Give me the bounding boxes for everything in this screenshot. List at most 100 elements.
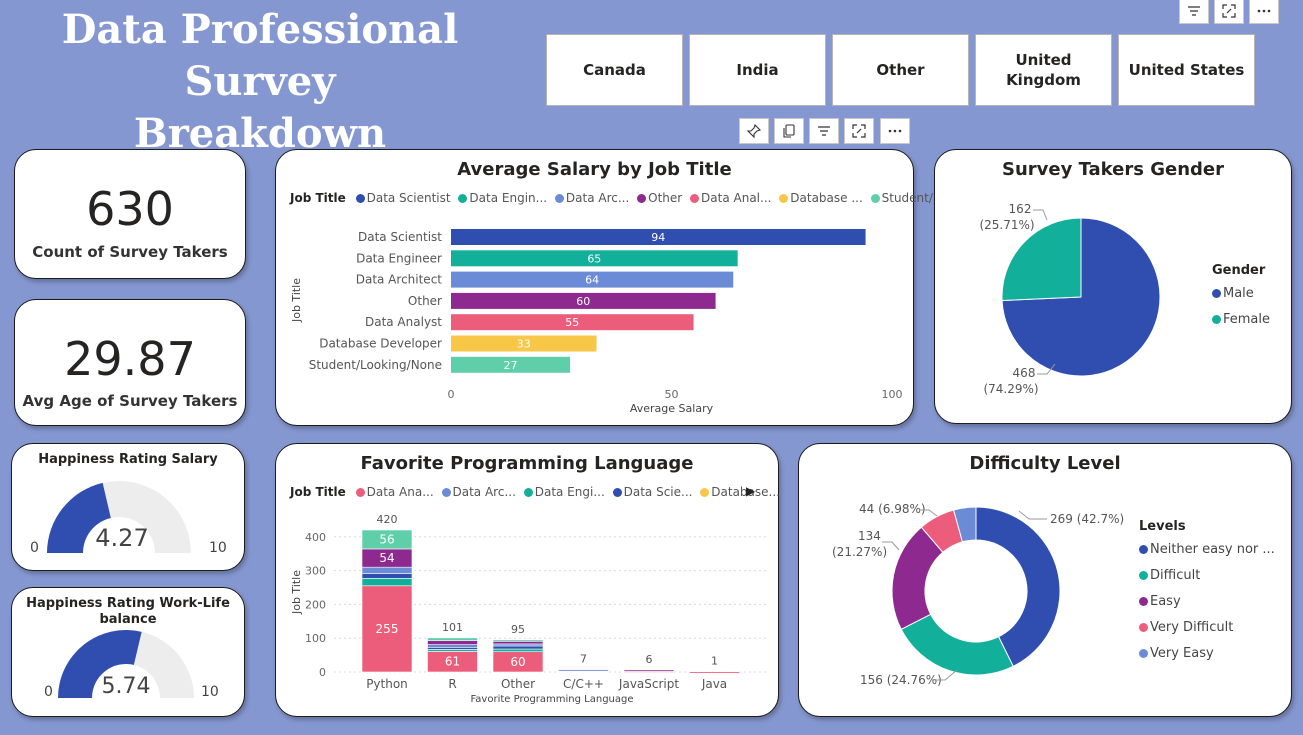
salary-x-tick: 100 — [882, 388, 903, 401]
language-total-label: 6 — [646, 653, 653, 666]
filter-icon[interactable] — [1179, 0, 1209, 24]
language-total-label: 1 — [711, 655, 718, 668]
difficulty-leader — [1018, 510, 1047, 520]
legend-item[interactable]: Data Scie... — [612, 485, 692, 499]
salary-x-axis-label: Average Salary — [630, 402, 714, 415]
language-category-label: JavaScript — [618, 677, 679, 691]
visual-filter-icon[interactable] — [809, 118, 839, 144]
difficulty-chart-card[interactable]: Difficulty Level 269 (42.7%) 156 (24.76%)… — [798, 443, 1292, 717]
language-bar-segment — [427, 647, 478, 650]
difficulty-label-neither: 269 (42.7%) — [1050, 512, 1124, 526]
language-bar-segment — [427, 644, 478, 648]
slicer-country-united-states[interactable]: United States — [1118, 34, 1255, 106]
salary-x-tick: 0 — [448, 388, 455, 401]
kpi-card-age[interactable]: 29.87 Avg Age of Survey Takers — [14, 299, 246, 426]
legend-item-very-easy[interactable]: Very Easy — [1139, 646, 1275, 672]
legend-next-icon[interactable]: ▶ — [746, 484, 756, 498]
salary-x-tick: 50 — [665, 388, 679, 401]
difficulty-label-easy-count: 134 — [858, 529, 881, 543]
gauge-salary-min: 0 — [30, 540, 39, 556]
language-bar-segment — [361, 585, 413, 673]
legend-item-difficult[interactable]: Difficult — [1139, 568, 1275, 594]
salary-category-label: Data Scientist — [358, 230, 442, 244]
difficulty-label-very-difficult: 44 (6.98%) — [859, 502, 926, 516]
gender-female-count: 162 — [1009, 202, 1032, 216]
gender-legend-title: Gender — [1212, 263, 1266, 278]
gauge-worklife-value: 5.74 — [101, 674, 151, 699]
visual-more-options-icon[interactable] — [880, 118, 910, 144]
difficulty-leader — [919, 509, 938, 517]
legend-item-neither[interactable]: Neither easy nor ... — [1139, 542, 1275, 568]
gauge-salary-svg — [47, 481, 191, 553]
salary-category-label: Data Architect — [356, 273, 443, 287]
language-bar-segment — [361, 578, 413, 587]
language-bar-segment — [361, 529, 413, 550]
language-segment-label: 54 — [379, 551, 394, 565]
slicer-country-other[interactable]: Other — [832, 34, 969, 106]
language-y-tick: 300 — [305, 565, 326, 578]
legend-item[interactable]: Database ... — [779, 191, 863, 205]
more-options-icon[interactable] — [1249, 0, 1279, 24]
salary-bar — [451, 314, 694, 331]
legend-item[interactable]: Other — [637, 191, 682, 205]
salary-bar-label: 64 — [585, 274, 599, 287]
gender-male-pct: (74.29%) — [983, 382, 1038, 396]
gauge-salary-title: Happiness Rating Salary — [38, 452, 218, 467]
language-bar-segment — [427, 649, 478, 652]
language-y-tick: 200 — [305, 598, 326, 611]
language-total-label: 95 — [511, 623, 525, 636]
legend-item[interactable]: Data Anal... — [690, 191, 771, 205]
focus-mode-icon[interactable] — [1214, 0, 1244, 24]
legend-item[interactable]: Data Arc... — [554, 191, 629, 205]
slicer-country-united-kingdom[interactable]: United Kingdom — [975, 34, 1112, 106]
salary-category-label: Data Analyst — [365, 315, 442, 329]
legend-item[interactable]: Data Ana... — [355, 485, 434, 499]
salary-bar-label: 33 — [517, 338, 531, 351]
kpi-card-count[interactable]: 630 Count of Survey Takers — [14, 149, 246, 279]
legend-item-very-difficult[interactable]: Very Difficult — [1139, 620, 1275, 646]
gauge-card-salary[interactable]: Happiness Rating Salary 4.27 0 10 — [11, 443, 245, 571]
language-bar-segment — [623, 669, 675, 672]
legend-item[interactable]: Database... — [700, 485, 780, 499]
language-bar-segment — [361, 566, 413, 574]
language-legend-title: Job Title — [290, 485, 346, 499]
salary-chart-card[interactable]: Average Salary by Job Title Job Title Da… — [275, 149, 944, 426]
legend-item[interactable]: Data Engi... — [523, 485, 605, 499]
language-segment-label: 56 — [379, 532, 394, 546]
slicer-country-canada[interactable]: Canada — [546, 34, 683, 106]
legend-item-female[interactable]: Female — [1212, 312, 1270, 338]
salary-bar-label: 27 — [504, 359, 518, 372]
language-x-axis-label: Favorite Programming Language — [470, 694, 633, 705]
salary-bar — [451, 250, 738, 267]
language-bar-segment — [492, 643, 544, 647]
language-segment-label: 61 — [445, 655, 460, 669]
language-y-tick: 400 — [305, 531, 326, 544]
language-category-label: Java — [701, 677, 727, 691]
gender-chart-card[interactable]: Survey Takers Gender 162 (25.71%) 468 (74.2… — [934, 149, 1292, 424]
pin-icon[interactable] — [739, 118, 769, 144]
legend-item[interactable]: Data Engin... — [458, 191, 547, 205]
language-segment-label: 60 — [510, 655, 525, 669]
legend-item[interactable]: Data Scientist — [355, 191, 451, 205]
language-category-label: C/C++ — [563, 677, 604, 691]
legend-item[interactable]: Student/... — [870, 191, 944, 205]
language-bar-segment — [492, 648, 544, 653]
legend-item-male[interactable]: Male — [1212, 286, 1270, 312]
language-chart-card[interactable]: Favorite Programming Language Job Title … — [275, 443, 780, 717]
slicer-country-india[interactable]: India — [689, 34, 826, 106]
visual-focus-icon[interactable] — [844, 118, 874, 144]
difficulty-chart-svg: 269 (42.7%) 156 (24.76%) 134 (21.27%) 44 (6.… — [832, 502, 1124, 687]
gauge-worklife-min: 0 — [44, 684, 53, 700]
language-bar-segment — [492, 645, 544, 650]
language-total-label: 420 — [377, 513, 398, 526]
language-bar-segment — [427, 637, 478, 641]
copy-icon[interactable] — [774, 118, 804, 144]
gender-female-leader — [1033, 209, 1048, 221]
legend-item[interactable]: Data Arc... — [441, 485, 516, 499]
difficulty-label-easy-pct: (21.27%) — [832, 545, 887, 559]
gauge-card-worklife[interactable]: Happiness Rating Work-Life balance 5.74 … — [11, 587, 245, 717]
legend-item-easy[interactable]: Easy — [1139, 594, 1275, 620]
difficulty-leader — [932, 669, 958, 681]
gender-slice — [1001, 217, 1082, 302]
title-line-1: Data Professional Survey — [61, 6, 459, 105]
